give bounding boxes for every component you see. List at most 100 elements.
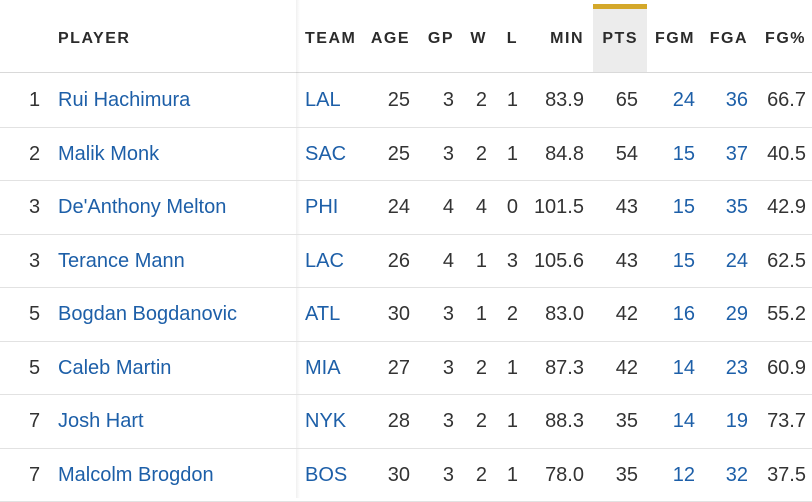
rank-cell: 1 (29, 89, 40, 111)
gp-cell: 3 (443, 303, 454, 325)
player-link[interactable]: Malcolm Brogdon (58, 464, 214, 486)
player-link[interactable]: Rui Hachimura (58, 89, 190, 111)
minutes-cell: 83.9 (545, 89, 584, 111)
rank-cell: 7 (29, 464, 40, 486)
minutes-cell: 105.6 (534, 250, 584, 272)
team-link[interactable]: LAL (305, 89, 341, 111)
header-fg-pct[interactable]: FG% (765, 30, 806, 48)
fgm-link[interactable]: 16 (673, 303, 695, 325)
age-cell: 25 (388, 143, 410, 165)
header-l[interactable]: L (507, 30, 518, 48)
minutes-cell: 84.8 (545, 143, 584, 165)
team-link[interactable]: SAC (305, 143, 346, 165)
header-min[interactable]: MIN (550, 30, 584, 48)
losses-cell: 2 (507, 303, 518, 325)
losses-cell: 1 (507, 410, 518, 432)
minutes-cell: 88.3 (545, 410, 584, 432)
losses-cell: 1 (507, 464, 518, 486)
team-link[interactable]: PHI (305, 196, 338, 218)
fga-link[interactable]: 36 (726, 89, 748, 111)
age-cell: 24 (388, 196, 410, 218)
points-cell: 35 (616, 464, 638, 486)
wins-cell: 4 (476, 196, 487, 218)
fga-link[interactable]: 19 (726, 410, 748, 432)
player-link[interactable]: Malik Monk (58, 143, 159, 165)
age-cell: 30 (388, 303, 410, 325)
player-link[interactable]: Caleb Martin (58, 357, 171, 379)
losses-cell: 0 (507, 196, 518, 218)
header-w[interactable]: W (470, 30, 487, 48)
team-link[interactable]: LAC (305, 250, 344, 272)
player-link[interactable]: Bogdan Bogdanovic (58, 303, 237, 325)
fga-link[interactable]: 35 (726, 196, 748, 218)
wins-cell: 2 (476, 464, 487, 486)
rank-cell: 3 (29, 250, 40, 272)
age-cell: 25 (388, 89, 410, 111)
age-cell: 30 (388, 464, 410, 486)
table-header: PLAYER TEAM AGE GP W L MIN PTS FGM FGA F… (0, 0, 812, 73)
header-age[interactable]: AGE (371, 30, 410, 48)
fg-pct-cell: 62.5 (767, 250, 806, 272)
age-cell: 27 (388, 357, 410, 379)
team-link[interactable]: NYK (305, 410, 346, 432)
fga-link[interactable]: 37 (726, 143, 748, 165)
fgm-link[interactable]: 15 (673, 250, 695, 272)
player-link[interactable]: Josh Hart (58, 410, 144, 432)
fgm-link[interactable]: 24 (673, 89, 695, 111)
fgm-link[interactable]: 15 (673, 196, 695, 218)
player-link[interactable]: Terance Mann (58, 250, 185, 272)
wins-cell: 2 (476, 89, 487, 111)
rank-cell: 2 (29, 143, 40, 165)
team-link[interactable]: BOS (305, 464, 347, 486)
points-cell: 43 (616, 250, 638, 272)
fgm-link[interactable]: 15 (673, 143, 695, 165)
team-link[interactable]: ATL (305, 303, 340, 325)
gp-cell: 3 (443, 143, 454, 165)
header-fga[interactable]: FGA (710, 30, 748, 48)
points-cell: 54 (616, 143, 638, 165)
rank-cell: 3 (29, 196, 40, 218)
fga-link[interactable]: 24 (726, 250, 748, 272)
points-cell: 42 (616, 303, 638, 325)
rank-cell: 7 (29, 410, 40, 432)
header-team[interactable]: TEAM (305, 30, 356, 48)
fgm-link[interactable]: 14 (673, 410, 695, 432)
losses-cell: 3 (507, 250, 518, 272)
gp-cell: 3 (443, 89, 454, 111)
fga-link[interactable]: 23 (726, 357, 748, 379)
team-link[interactable]: MIA (305, 357, 341, 379)
fgm-link[interactable]: 12 (673, 464, 695, 486)
wins-cell: 2 (476, 410, 487, 432)
gp-cell: 3 (443, 464, 454, 486)
fg-pct-cell: 40.5 (767, 143, 806, 165)
wins-cell: 2 (476, 357, 487, 379)
fg-pct-cell: 55.2 (767, 303, 806, 325)
fga-link[interactable]: 32 (726, 464, 748, 486)
age-cell: 28 (388, 410, 410, 432)
fg-pct-cell: 66.7 (767, 89, 806, 111)
losses-cell: 1 (507, 89, 518, 111)
wins-cell: 1 (476, 303, 487, 325)
losses-cell: 1 (507, 357, 518, 379)
fg-pct-cell: 37.5 (767, 464, 806, 486)
points-cell: 65 (616, 89, 638, 111)
header-player[interactable]: PLAYER (58, 30, 130, 48)
fga-link[interactable]: 29 (726, 303, 748, 325)
header-pts[interactable]: PTS (602, 30, 638, 48)
minutes-cell: 101.5 (534, 196, 584, 218)
minutes-cell: 78.0 (545, 464, 584, 486)
player-link[interactable]: De'Anthony Melton (58, 196, 226, 218)
fgm-link[interactable]: 14 (673, 357, 695, 379)
points-cell: 42 (616, 357, 638, 379)
header-gp[interactable]: GP (428, 30, 454, 48)
fg-pct-cell: 73.7 (767, 410, 806, 432)
header-fgm[interactable]: FGM (655, 30, 695, 48)
